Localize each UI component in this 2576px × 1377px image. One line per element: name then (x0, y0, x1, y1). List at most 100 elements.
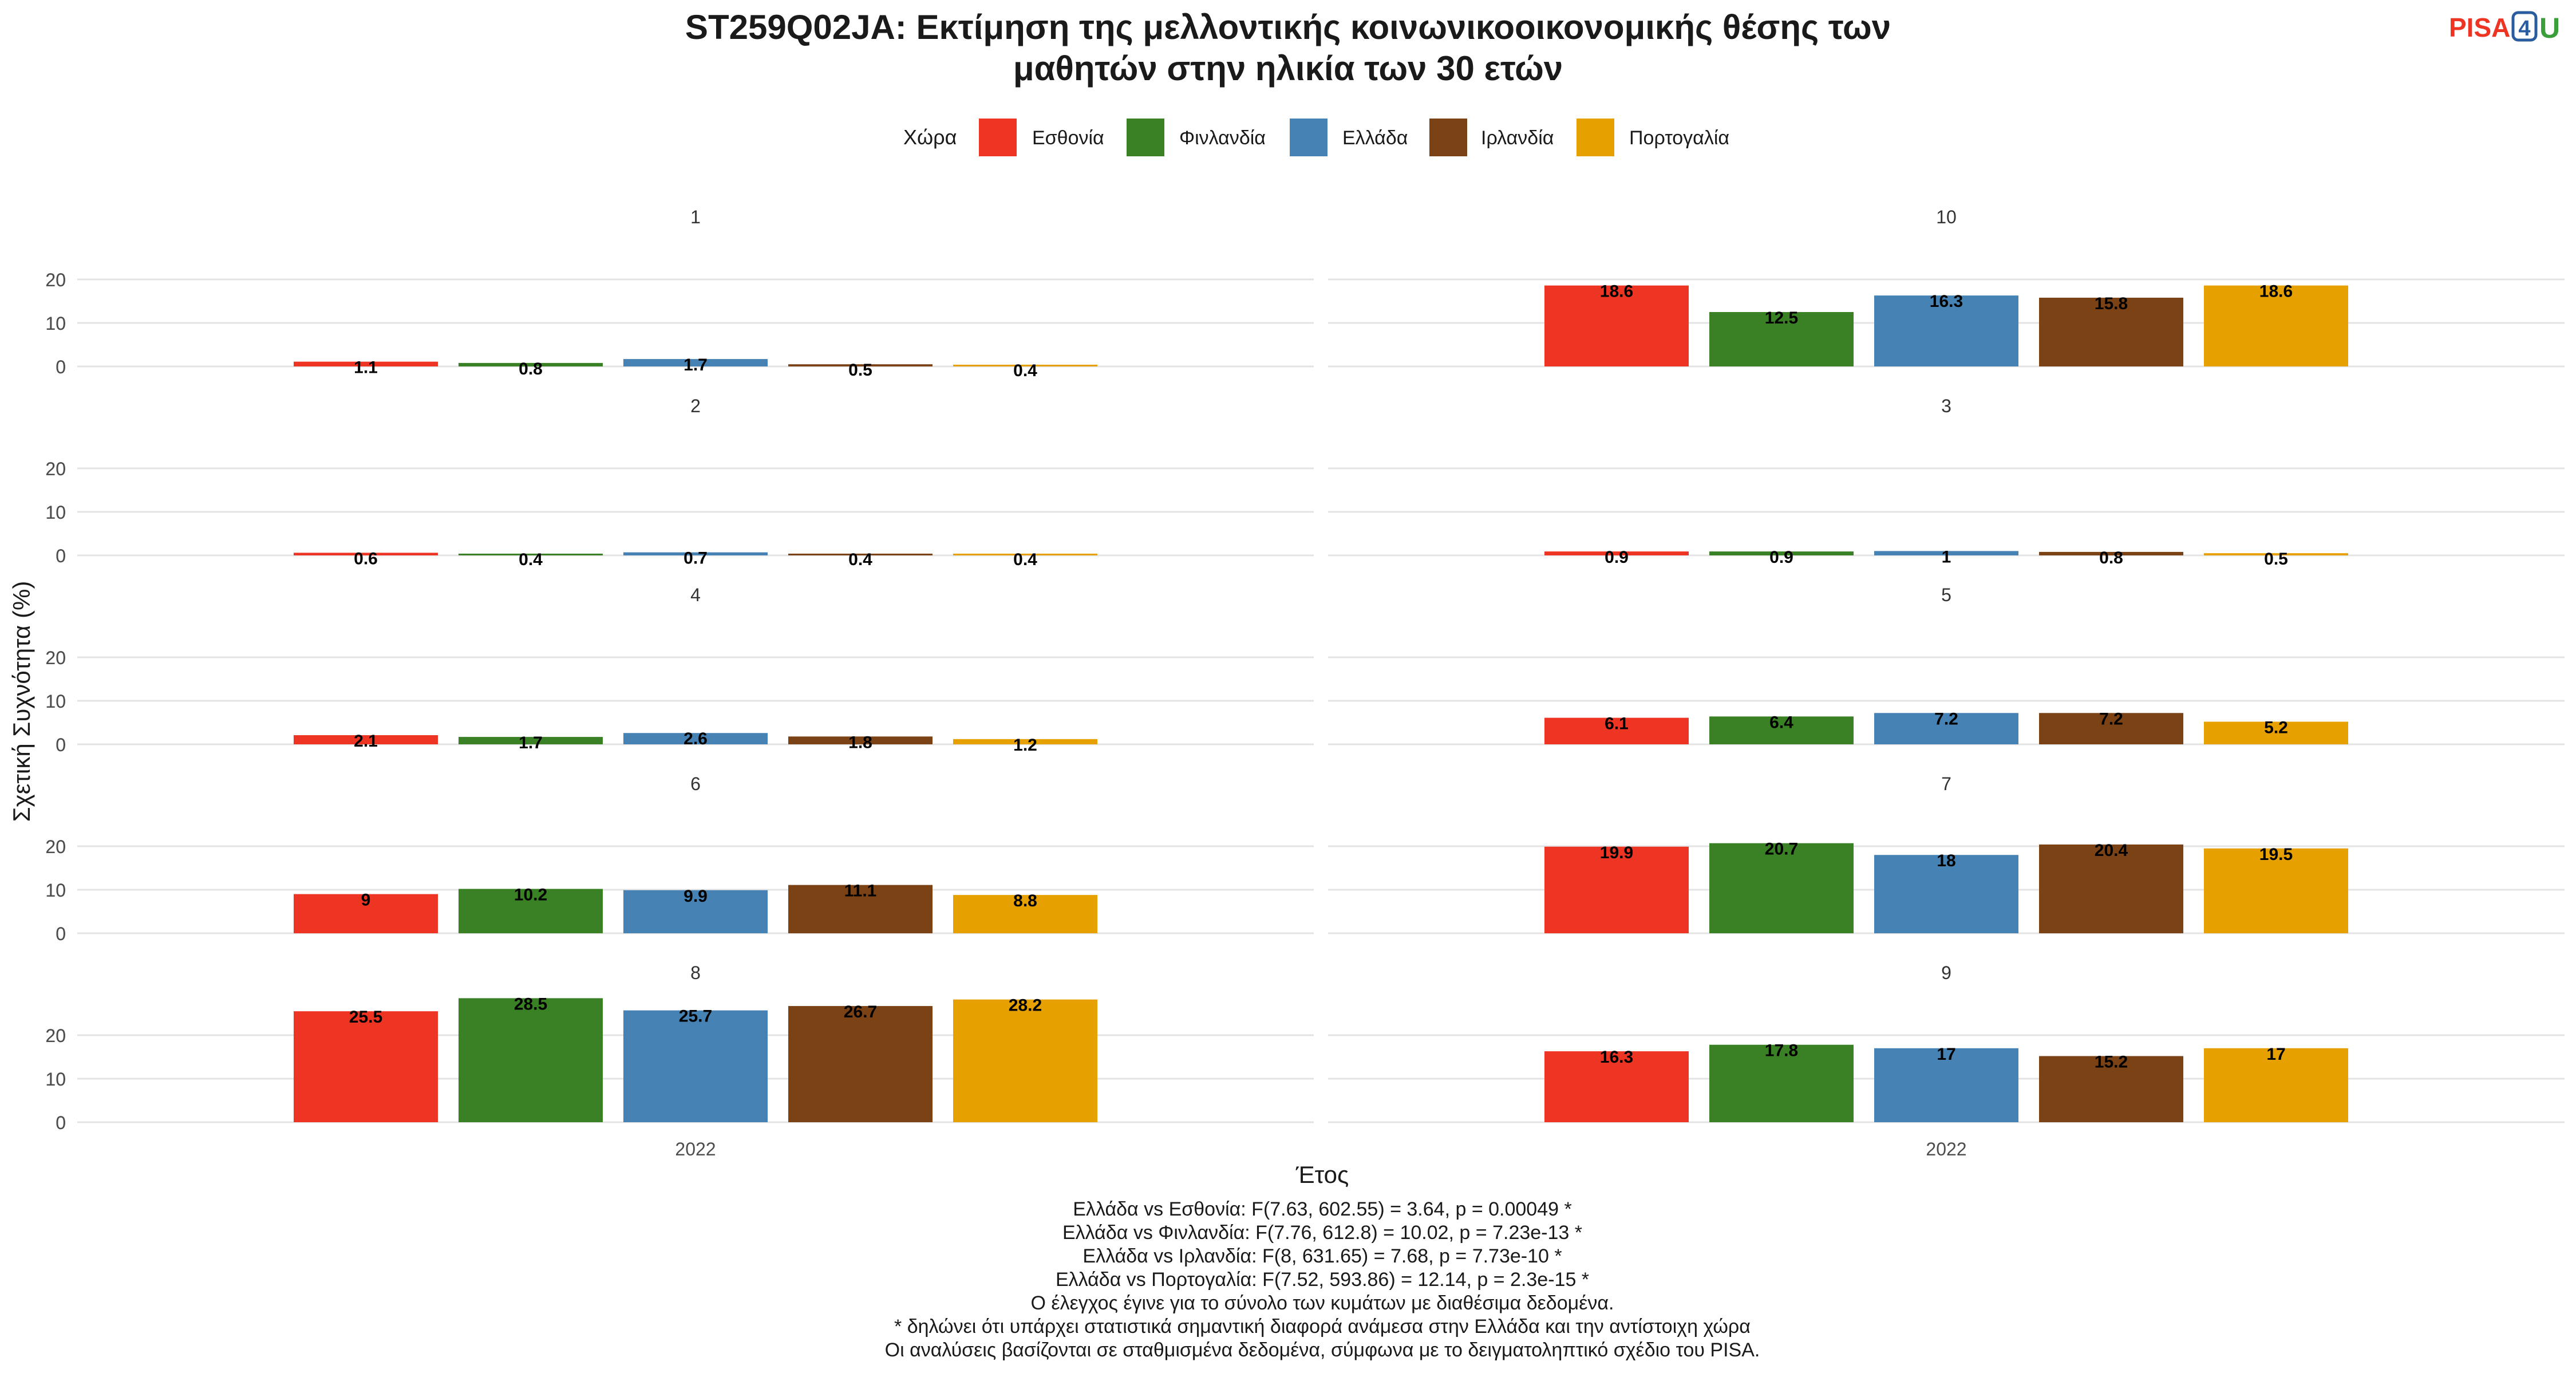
legend-item: Εσθονία (979, 119, 1104, 156)
facet-strip-label: 6 (690, 774, 701, 794)
bar-5 (2204, 848, 2348, 933)
y-tick-label: 0 (56, 1112, 66, 1133)
footnote-line: Ελλάδα vs Πορτογαλία: F(7.52, 593.86) = … (1056, 1269, 1589, 1291)
bar-5 (953, 364, 1097, 366)
bar-value-label: 1 (1942, 547, 1951, 566)
bar-5 (2204, 553, 2348, 555)
y-tick-label: 10 (45, 691, 66, 712)
facet-panel-3: 3 0 10 20 0.9 0.9 1 0.8 0.5 (45, 396, 2565, 569)
bar-value-label: 15.2 (2095, 1052, 2128, 1071)
bar-value-label: 0.4 (1013, 550, 1037, 569)
y-tick-label: 20 (45, 270, 66, 290)
bar-3 (623, 552, 768, 555)
bar-1 (1544, 551, 1689, 555)
y-tick-label: 10 (45, 502, 66, 523)
y-tick-label: 20 (45, 1025, 66, 1046)
bar-value-label: 0.6 (354, 549, 378, 568)
y-tick-label: 0 (56, 924, 66, 944)
bar-value-label: 20.7 (1765, 840, 1798, 859)
x-tick-label: 2022 (675, 1139, 716, 1159)
y-tick-label: 10 (45, 880, 66, 901)
bar-value-label: 2.6 (683, 729, 708, 748)
bar-value-label: 17 (1937, 1045, 1955, 1064)
bar-value-label: 17.8 (1765, 1041, 1798, 1060)
facet-strip-label: 1 (690, 207, 701, 227)
legend-title: Χώρα (903, 125, 957, 149)
bar-3 (1874, 1048, 2018, 1122)
logo-box-4 (2511, 11, 2538, 42)
bar-1 (1544, 285, 1689, 366)
x-axis-label: Έτος (1295, 1161, 1349, 1188)
y-tick-label: 10 (45, 313, 66, 334)
bar-value-label: 0.4 (848, 550, 872, 569)
bar-4 (788, 553, 933, 555)
bar-value-label: 25.7 (679, 1007, 712, 1026)
y-tick-label: 0 (56, 357, 66, 377)
bar-value-label: 7.2 (1934, 709, 1958, 728)
bar-value-label: 2.1 (354, 732, 378, 751)
bar-1 (1544, 846, 1689, 933)
bar-value-label: 12.5 (1765, 309, 1798, 328)
bar-value-label: 0.8 (2099, 549, 2123, 567)
bar-value-label: 0.9 (1769, 548, 1793, 567)
chart-title-line-1: ST259Q02JA: Εκτίμηση της μελλοντικής κοι… (685, 8, 1891, 46)
bar-value-label: 0.5 (848, 361, 872, 380)
bar-value-label: 25.5 (349, 1008, 382, 1027)
bar-5 (2204, 1048, 2348, 1122)
bar-value-label: 1.8 (848, 733, 872, 752)
logo-text-u: U (2539, 12, 2560, 44)
bar-2 (459, 889, 603, 933)
bar-value-label: 1.7 (519, 733, 543, 752)
y-axis-label: Σχετική Συχνότητα (%) (8, 581, 35, 822)
bar-value-label: 0.8 (519, 360, 543, 378)
y-tick-label: 20 (45, 459, 66, 479)
bar-value-label: 10.2 (514, 885, 547, 904)
bar-value-label: 28.2 (1009, 996, 1042, 1015)
bar-3 (623, 890, 768, 933)
bar-4 (788, 364, 933, 366)
legend-item: Φινλανδία (1127, 119, 1266, 156)
bar-value-label: 0.5 (2264, 550, 2288, 569)
facet-panel-10: 10 0 10 20 18.6 12.5 16.3 15.8 18.6 (45, 207, 2565, 377)
bar-value-label: 0.4 (1013, 361, 1037, 380)
facet-panel-4: 4 0 10 20 2.1 1.7 2.6 1.8 1.2 (45, 585, 1314, 755)
bar-4 (788, 736, 933, 744)
bar-4 (788, 1006, 933, 1122)
bar-3 (623, 733, 768, 744)
bar-3 (1874, 295, 2018, 366)
bar-value-label: 9 (361, 891, 371, 910)
footnote-line: Ελλάδα vs Ιρλανδία: F(8, 631.65) = 7.68,… (1082, 1245, 1562, 1267)
legend-label: Πορτογαλία (1629, 127, 1729, 149)
legend-item: Ιρλανδία (1429, 119, 1554, 156)
facet-panel-9: 9 0 10 20 16.3 17.8 17 15.2 17 2022 (45, 962, 2565, 1159)
bar-value-label: 16.3 (1600, 1048, 1633, 1067)
footnote-line: Ο έλεγχος έγινε για το σύνολο των κυμάτω… (1031, 1292, 1614, 1314)
bar-value-label: 18.6 (2259, 282, 2293, 301)
pisa4u-logo: PISA 4 U (2449, 11, 2560, 44)
y-tick-label: 0 (56, 546, 66, 566)
bar-5 (953, 999, 1097, 1122)
bar-1 (294, 735, 438, 744)
bar-value-label: 6.4 (1769, 713, 1793, 732)
bar-4 (2039, 1056, 2183, 1122)
bar-value-label: 1.2 (1013, 736, 1037, 755)
bar-1 (1544, 1051, 1689, 1122)
legend-item: Πορτογαλία (1577, 119, 1729, 156)
y-tick-label: 0 (56, 357, 66, 377)
bar-value-label: 18 (1937, 851, 1955, 870)
bar-1 (294, 553, 438, 555)
bar-1 (294, 361, 438, 366)
bar-value-label: 26.7 (844, 1003, 877, 1021)
bar-5 (953, 739, 1097, 744)
facet-panel-7: 7 0 10 20 19.9 20.7 18 20.4 19.5 (45, 774, 2565, 944)
y-tick-label: 10 (45, 1069, 66, 1090)
logo-text-4: 4 (2518, 17, 2530, 41)
bar-2 (459, 553, 603, 555)
legend-swatch (1290, 119, 1327, 156)
bar-value-label: 0.7 (683, 549, 708, 568)
bar-value-label: 17 (2266, 1045, 2285, 1064)
facet-strip-label: 2 (690, 396, 701, 416)
